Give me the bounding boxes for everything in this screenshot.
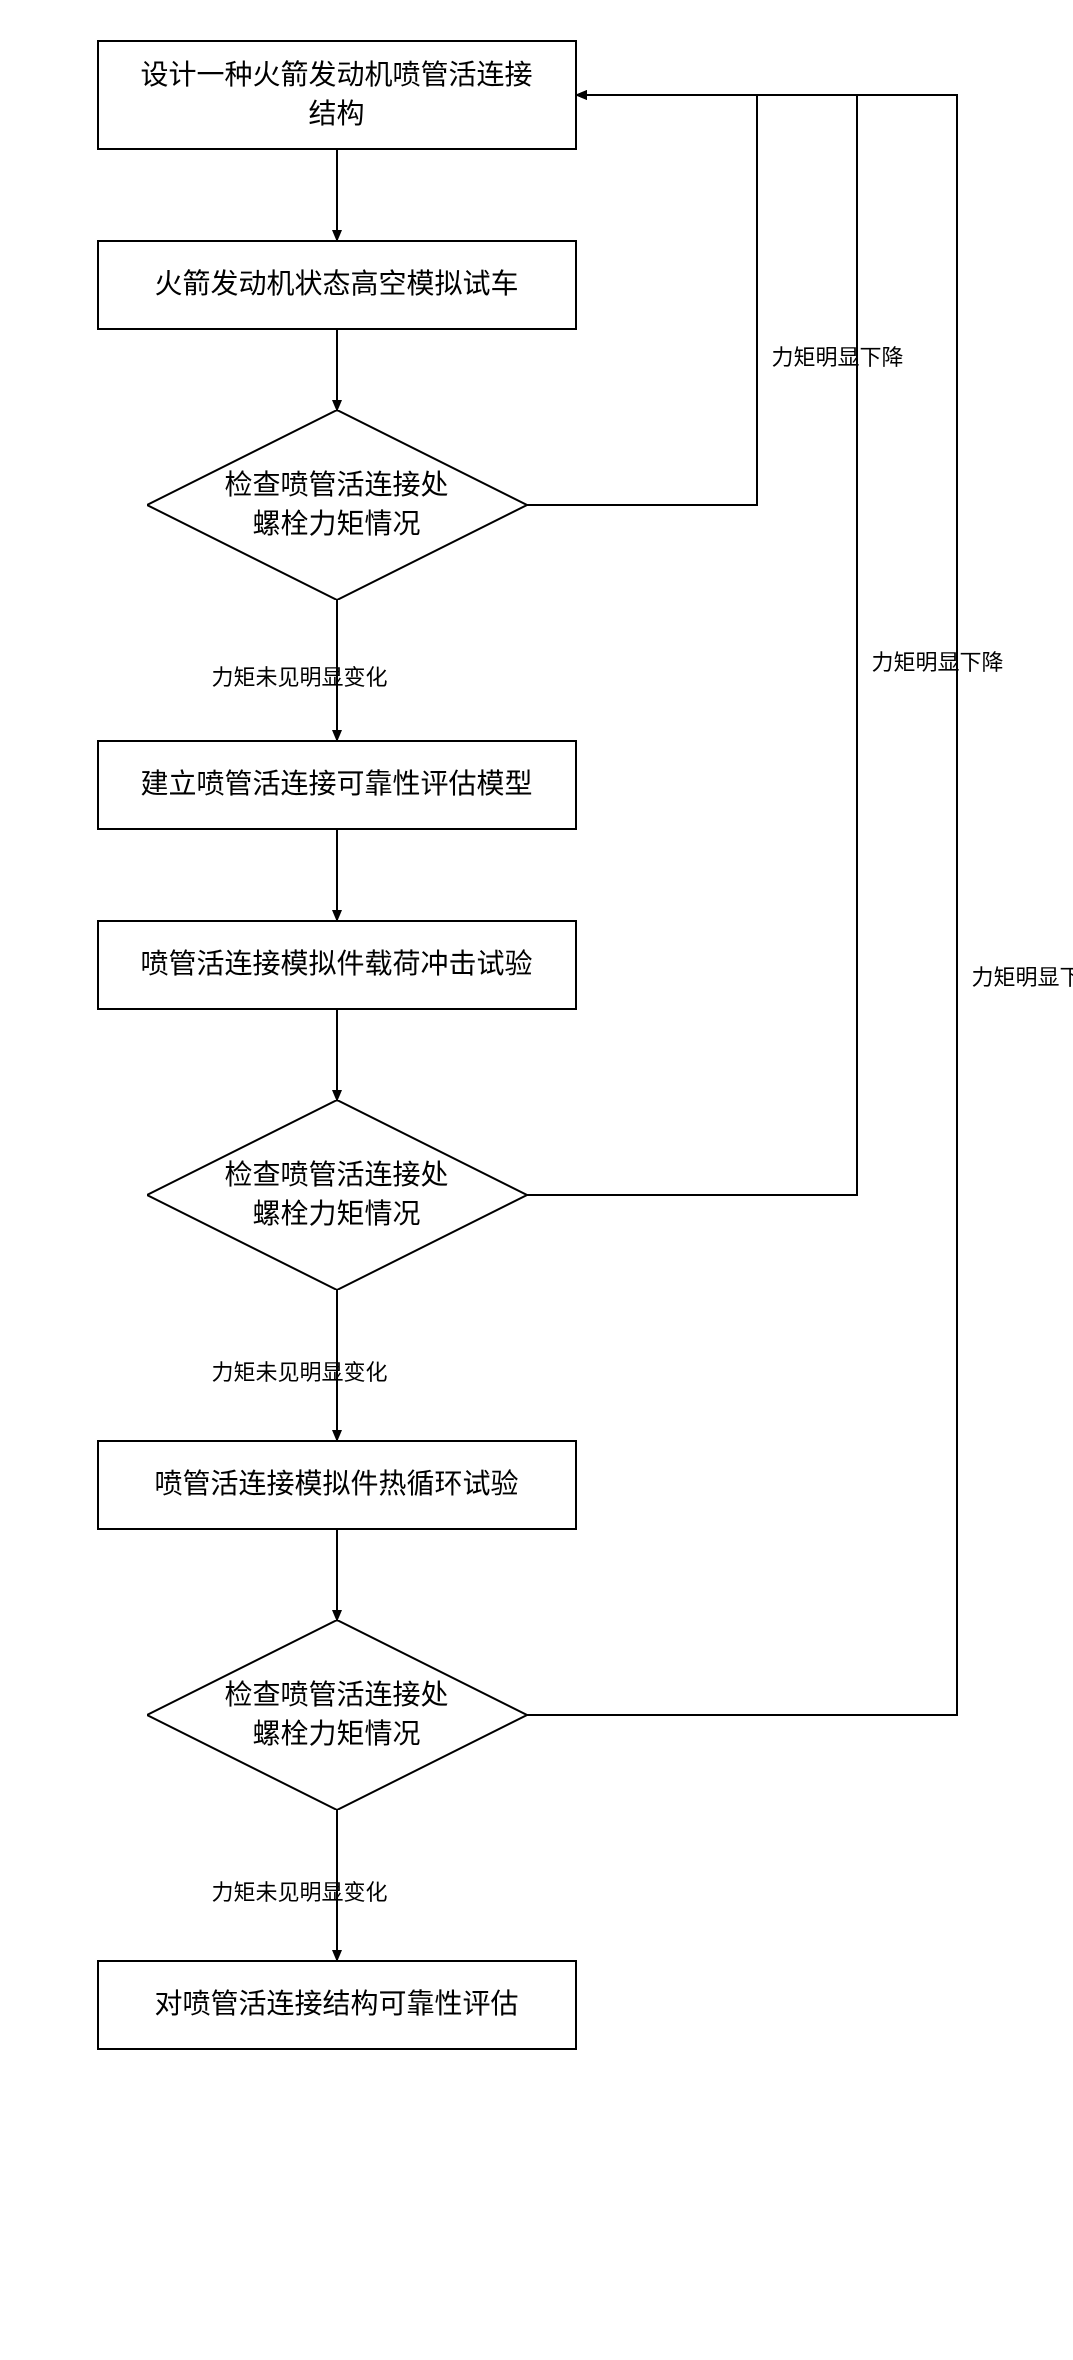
edge-label: 力矩明显下降 <box>772 340 904 372</box>
flow-node-n6: 对喷管活连接结构可靠性评估 <box>97 1960 577 2050</box>
flow-node-n5: 喷管活连接模拟件热循环试验 <box>97 1440 577 1530</box>
edge-label: 力矩明显下降 <box>872 645 1004 677</box>
node-text: 火箭发动机状态高空模拟试车 <box>154 265 518 304</box>
edge-label: 力矩未见明显变化 <box>212 1355 388 1387</box>
edge-label: 力矩明显下降 <box>972 960 1073 992</box>
flow-node-n2: 火箭发动机状态高空模拟试车 <box>97 240 577 330</box>
node-text: 检查喷管活连接处 螺栓力矩情况 <box>147 1620 527 1810</box>
edge-label: 力矩未见明显变化 <box>212 1875 388 1907</box>
flow-edge <box>527 95 957 1715</box>
node-text: 设计一种火箭发动机喷管活连接 结构 <box>140 56 532 134</box>
edge-label: 力矩未见明显变化 <box>212 660 388 692</box>
flow-node-n1: 设计一种火箭发动机喷管活连接 结构 <box>97 40 577 150</box>
node-text: 喷管活连接模拟件热循环试验 <box>154 1465 518 1504</box>
flow-decision-d3: 检查喷管活连接处 螺栓力矩情况 <box>147 1620 527 1810</box>
flowchart-container: 设计一种火箭发动机喷管活连接 结构火箭发动机状态高空模拟试车检查喷管活连接处 螺… <box>37 40 1037 2320</box>
node-text: 喷管活连接模拟件载荷冲击试验 <box>140 945 532 984</box>
node-text: 建立喷管活连接可靠性评估模型 <box>140 765 532 804</box>
flow-decision-d2: 检查喷管活连接处 螺栓力矩情况 <box>147 1100 527 1290</box>
flow-decision-d1: 检查喷管活连接处 螺栓力矩情况 <box>147 410 527 600</box>
node-text: 检查喷管活连接处 螺栓力矩情况 <box>147 410 527 600</box>
node-text: 检查喷管活连接处 螺栓力矩情况 <box>147 1100 527 1290</box>
flow-node-n3: 建立喷管活连接可靠性评估模型 <box>97 740 577 830</box>
flow-node-n4: 喷管活连接模拟件载荷冲击试验 <box>97 920 577 1010</box>
node-text: 对喷管活连接结构可靠性评估 <box>154 1985 518 2024</box>
